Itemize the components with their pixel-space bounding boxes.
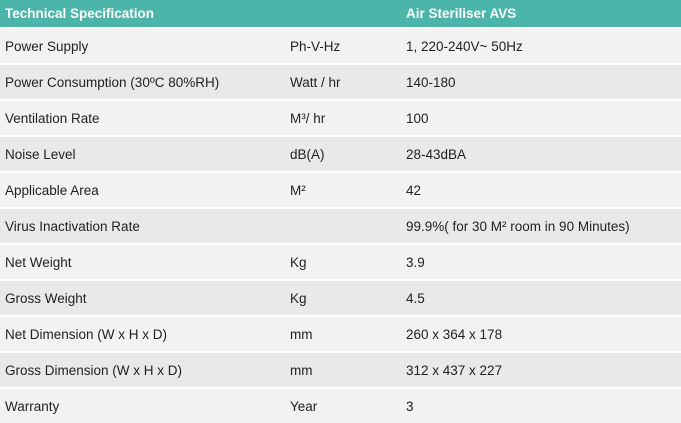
header-row: Technical Specification Air Steriliser AV…	[0, 0, 681, 27]
table-cell: Power Supply	[5, 38, 89, 54]
table-cell: Power Consumption (30ºC 80%RH)	[5, 74, 220, 90]
table-cell: 42	[406, 182, 422, 198]
table-cell: 312 x 437 x 227	[406, 362, 503, 378]
table-cell: mm	[290, 326, 313, 342]
table-cell: Watt / hr	[290, 74, 341, 90]
table-cell: Noise Level	[5, 146, 76, 162]
table-cell: 1, 220-240V~ 50Hz	[406, 38, 523, 54]
table-cell: Virus Inactivation Rate	[5, 218, 140, 234]
table-row: Gross Dimension (W x H x D) mm 312 x 437 x…	[0, 353, 681, 387]
table-row: Virus Inactivation Rate 99.9%( for 30 M² …	[0, 209, 681, 243]
table-row: Ventilation Rate M³/ hr 100	[0, 101, 681, 135]
table-cell: Net Weight	[5, 254, 72, 270]
table-cell: Ventilation Rate	[5, 110, 100, 126]
table-row: Power Consumption (30ºC 80%RH) Watt / hr 1…	[0, 65, 681, 99]
table-cell: Year	[290, 398, 318, 414]
table-row: Net Dimension (W x H x D) mm 260 x 364 x 1…	[0, 317, 681, 351]
table-cell: M³/ hr	[290, 110, 326, 126]
table-cell: dB(A)	[290, 146, 325, 162]
table-cell: Ph-V-Hz	[290, 38, 341, 54]
table-cell: Net Dimension (W x H x D)	[5, 326, 168, 342]
table-cell: 4.5	[406, 290, 425, 306]
table-cell: Gross Dimension (W x H x D)	[5, 362, 183, 378]
table-cell: Applicable Area	[5, 182, 99, 198]
table-cell: 3.9	[406, 254, 425, 270]
table-cell: 3	[406, 398, 414, 414]
table-cell: 28-43dBA	[406, 146, 467, 162]
table-cell: 140-180	[406, 74, 456, 90]
table-row: Applicable Area M² 42	[0, 173, 681, 207]
table-cell: 260 x 364 x 178	[406, 326, 503, 342]
table-cell: Gross Weight	[5, 290, 87, 306]
table-cell: mm	[290, 362, 313, 378]
table-row: Warranty Year 3	[0, 389, 681, 423]
table-row: Power Supply Ph-V-Hz 1, 220-240V~ 50Hz	[0, 29, 681, 63]
table-row: Net Weight Kg 3.9	[0, 245, 681, 279]
table-cell: M²	[290, 182, 306, 198]
table-cell: Kg	[290, 290, 307, 306]
header-cell: Technical Specification	[5, 6, 155, 21]
table-row: Noise Level dB(A) 28-43dBA	[0, 137, 681, 171]
header-cell: Air Steriliser AVS	[406, 6, 517, 21]
table-cell: 100	[406, 110, 429, 126]
table-cell: Kg	[290, 254, 307, 270]
table-cell: Warranty	[5, 398, 60, 414]
table-cell: 99.9%( for 30 M² room in 90 Minutes)	[406, 218, 630, 234]
table-row: Gross Weight Kg 4.5	[0, 281, 681, 315]
